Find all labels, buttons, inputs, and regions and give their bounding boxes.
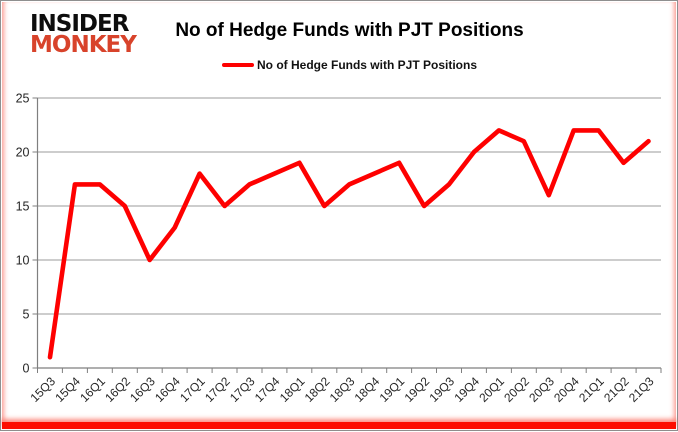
x-tick-label: 19Q4 [451,374,482,405]
x-tick-label: 19Q1 [377,374,408,405]
chart-legend: No of Hedge Funds with PJT Positions [38,57,661,73]
x-tick-label: 17Q2 [202,374,233,405]
x-tick-label: 20Q1 [476,374,507,405]
series-line [47,128,651,360]
x-tick-label: 21Q2 [601,374,632,405]
x-tick-label: 17Q1 [177,374,208,405]
x-tick-label: 16Q3 [127,374,158,405]
frame-bottom-accent [2,422,676,429]
logo-insider-text: INSIDER [30,11,129,37]
x-tick-label: 19Q2 [402,374,433,405]
chart-title: No of Hedge Funds with PJT Positions [175,20,524,41]
y-tick-label: 5 [23,308,30,322]
x-tick-label: 18Q4 [352,374,383,405]
x-tick-label: 16Q4 [152,374,183,405]
x-tick-label: 20Q4 [551,374,582,405]
x-tick-label: 20Q3 [526,374,557,405]
x-tick-label: 21Q1 [576,374,607,405]
legend-label: No of Hedge Funds with PJT Positions [256,58,477,72]
x-tick-label: 16Q1 [77,374,108,405]
x-tick-label: 16Q2 [102,374,133,405]
y-tick-label: 25 [16,92,30,106]
x-tick-label: 18Q3 [327,374,358,405]
logo-monkey-text: MONKEY [30,32,137,59]
insider-monkey-logo: INSIDER MONKEY [30,11,140,59]
y-tick-label: 10 [16,254,30,268]
y-tick-label: 20 [16,146,30,160]
x-tick-label: 20Q2 [501,374,532,405]
y-tick-label: 0 [23,362,30,376]
x-tick-label: 18Q1 [277,374,308,405]
x-tick-label: 15Q3 [27,374,58,405]
x-tick-label: 21Q3 [626,374,657,405]
y-tick-label: 15 [16,200,30,214]
x-tick-label: 17Q4 [252,374,283,405]
x-tick-label: 17Q3 [227,374,258,405]
x-tick-label: 19Q3 [426,374,457,405]
x-tick-label: 18Q2 [302,374,333,405]
x-tick-label: 15Q4 [52,374,83,405]
legend-line-swatch [221,63,254,67]
